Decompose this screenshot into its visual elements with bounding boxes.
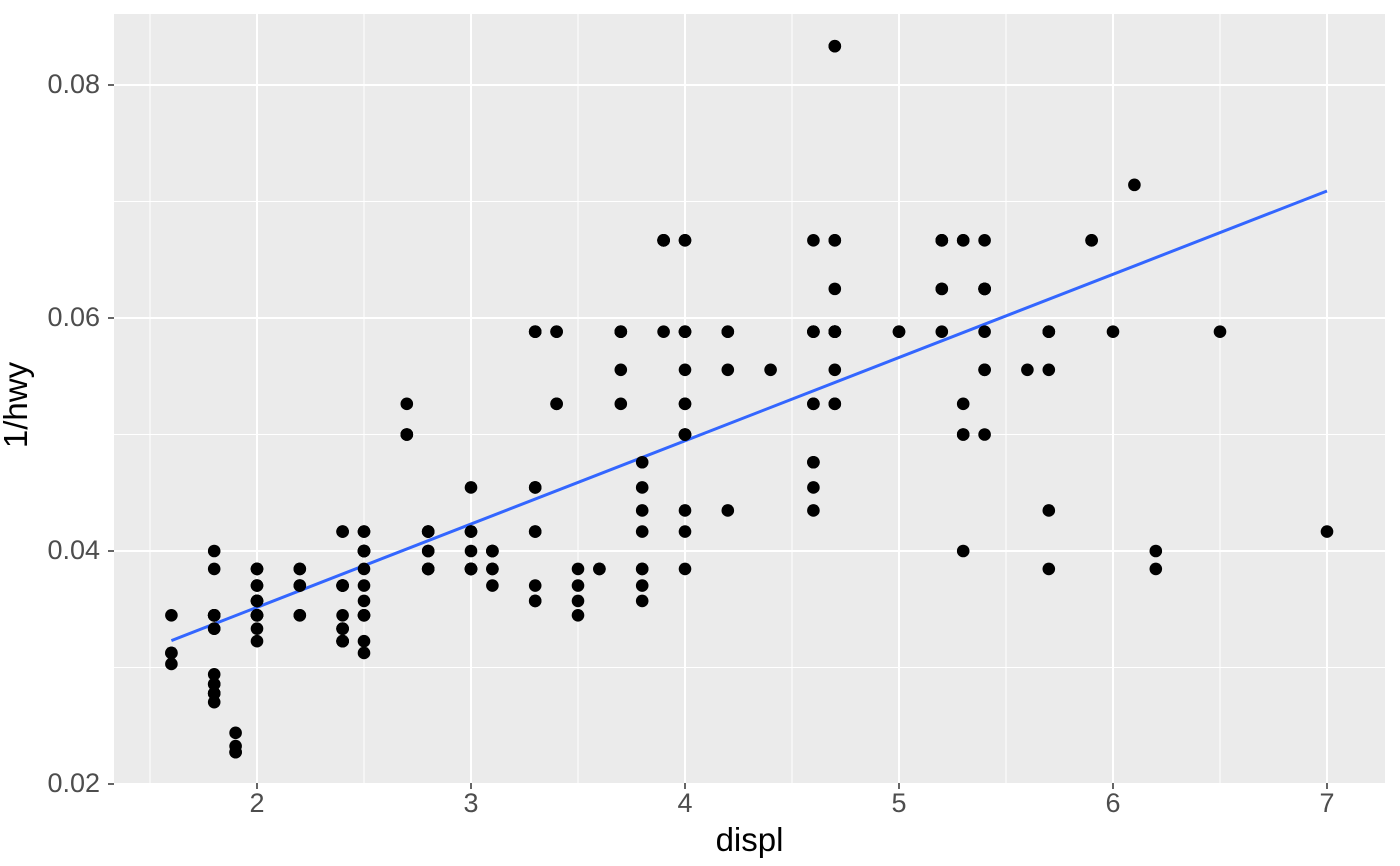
svg-text:0.04: 0.04 xyxy=(47,535,100,565)
svg-text:0.06: 0.06 xyxy=(47,302,100,332)
svg-text:2: 2 xyxy=(249,788,264,818)
svg-text:1/hwy: 1/hwy xyxy=(0,361,34,448)
svg-text:6: 6 xyxy=(1105,788,1120,818)
svg-text:0.02: 0.02 xyxy=(47,768,100,798)
svg-text:displ: displ xyxy=(716,821,784,858)
svg-text:7: 7 xyxy=(1319,788,1334,818)
svg-text:3: 3 xyxy=(463,788,478,818)
svg-text:5: 5 xyxy=(891,788,906,818)
svg-text:4: 4 xyxy=(677,788,692,818)
svg-text:0.08: 0.08 xyxy=(47,69,100,99)
